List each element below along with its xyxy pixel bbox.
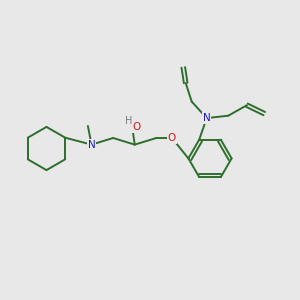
Text: O: O xyxy=(132,122,140,132)
Text: N: N xyxy=(88,140,95,150)
Text: O: O xyxy=(168,133,176,143)
Text: N: N xyxy=(203,113,211,123)
Text: H: H xyxy=(125,116,132,126)
